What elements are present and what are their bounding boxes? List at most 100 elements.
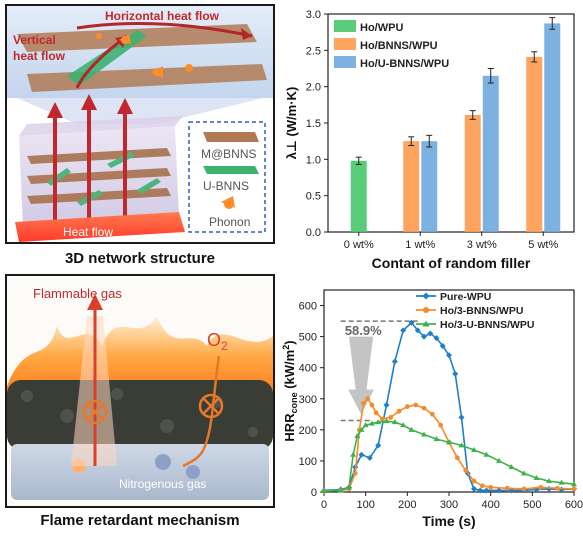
data-point xyxy=(471,478,477,484)
thermal-conductivity-bar-chart: 0.0 0.5 1.0 1.5 2.0 2.5 3.0 0 wt% 1 wt% 3 wt% 5 wt… xyxy=(284,9,575,271)
y-tick-label: 3.0 xyxy=(306,9,321,21)
data-point xyxy=(391,419,398,425)
vertical-heat-flow-label-2: heat flow xyxy=(13,49,66,63)
data-point xyxy=(421,431,427,437)
data-point xyxy=(404,404,410,409)
data-point xyxy=(463,467,469,473)
data-point xyxy=(391,358,398,365)
x-tick-label: 600 xyxy=(565,499,583,511)
bar xyxy=(544,23,561,232)
legend-mbnns: M@BNNS xyxy=(201,147,257,161)
legend-marker xyxy=(422,292,430,300)
data-point xyxy=(446,352,452,359)
phonon-legend-icon xyxy=(221,196,235,209)
bar xyxy=(421,141,438,232)
series-line xyxy=(323,397,575,492)
bar xyxy=(526,56,543,232)
legend-swatch xyxy=(334,56,356,68)
data-point xyxy=(508,464,515,470)
o2-arrow-icon xyxy=(182,355,221,468)
y-tick-label: 300 xyxy=(299,394,317,406)
y-axis-label: HRRcone (kW/m2) xyxy=(281,340,299,441)
y-tick-label: 1.5 xyxy=(306,118,321,130)
data-point xyxy=(477,487,484,494)
legend-swatch xyxy=(334,20,356,32)
data-point xyxy=(346,484,352,490)
x-tick-label: 200 xyxy=(398,499,416,511)
data-point xyxy=(361,401,366,406)
legend-label: Ho/3-U-BNNS/WPU xyxy=(440,319,535,331)
data-point xyxy=(471,447,477,453)
data-point xyxy=(396,408,402,414)
legend-label: Ho/3-BNNS/WPU xyxy=(440,305,523,317)
data-point xyxy=(521,470,527,476)
data-point xyxy=(533,475,540,481)
data-point xyxy=(546,485,552,492)
data-point xyxy=(369,402,375,408)
data-point xyxy=(414,327,421,334)
matrix-base xyxy=(11,444,269,500)
horizontal-heat-flow-label: Horizontal heat flow xyxy=(105,9,220,23)
panel-flame-mechanism xyxy=(5,274,275,508)
data-point xyxy=(558,479,565,485)
data-point xyxy=(408,426,415,432)
data-point xyxy=(521,486,527,492)
data-point xyxy=(383,401,390,408)
data-point xyxy=(366,454,373,461)
data-point xyxy=(479,483,485,489)
data-point xyxy=(483,451,490,457)
data-point xyxy=(354,433,361,439)
mbnns-icon xyxy=(203,132,259,142)
x-tick-label: 100 xyxy=(356,499,374,511)
bar xyxy=(350,160,367,232)
x-tick-label: 1 wt% xyxy=(405,239,435,251)
flammable-arrow-icon xyxy=(87,294,103,310)
data-point xyxy=(538,484,544,490)
data-point xyxy=(350,451,357,457)
block-icon xyxy=(82,399,108,425)
flames xyxy=(7,316,273,396)
data-point xyxy=(383,418,390,424)
x-tick-label: 300 xyxy=(440,499,458,511)
data-point xyxy=(483,487,490,494)
data-point xyxy=(337,487,344,493)
y-tick-label: 100 xyxy=(299,456,317,468)
nitrogenous-gas-label: Nitrogenous gas xyxy=(119,477,206,491)
data-point xyxy=(358,426,365,432)
legend-swatch xyxy=(334,38,356,50)
x-tick-label: 0 wt% xyxy=(344,239,374,251)
panel-3d-network xyxy=(5,4,275,244)
legend-label: Ho/U-BNNS/WPU xyxy=(360,58,449,70)
char-layer xyxy=(7,380,273,450)
heat-base xyxy=(15,212,185,242)
data-point xyxy=(413,402,419,408)
data-point xyxy=(375,442,382,449)
hrr-line-chart: 0 100 200 300 400 500 600 0 100 200 300 400 500 600 58… xyxy=(281,289,583,529)
data-point xyxy=(433,436,440,442)
panel-flame-illustration: Flammable gas O2 Nitrogenous gas xyxy=(7,276,273,506)
data-point xyxy=(571,481,577,487)
x-tick-label: 5 wt% xyxy=(528,239,558,251)
vertical-heat-flow-label-1: Vertical xyxy=(13,33,56,47)
caption-3d-network: 3D network structure xyxy=(64,250,216,267)
data-point xyxy=(358,451,365,458)
flammable-gas-label: Flammable gas xyxy=(33,286,122,301)
data-point xyxy=(408,319,415,326)
caption-flame-mechanism: Flame retardant mechanism xyxy=(40,512,240,529)
data-point xyxy=(362,422,369,428)
data-point xyxy=(571,486,577,492)
x-axis-label: Contant of random filler xyxy=(372,255,531,271)
data-point xyxy=(438,422,444,428)
data-point xyxy=(375,419,382,425)
data-point xyxy=(379,416,385,422)
data-point xyxy=(458,414,465,421)
panel-3d-network-illustration: Horizontal heat flow Vertical heat flow … xyxy=(7,6,273,242)
data-point xyxy=(427,330,434,337)
legend-box xyxy=(188,121,266,233)
data-point xyxy=(446,439,452,445)
y-tick-label: 600 xyxy=(299,301,317,313)
annotation-label: 58.9% xyxy=(345,323,382,338)
legend-phonon: Phonon xyxy=(209,215,250,229)
y-tick-label: 0 xyxy=(311,487,317,499)
y-tick-label: 1.0 xyxy=(306,154,321,166)
